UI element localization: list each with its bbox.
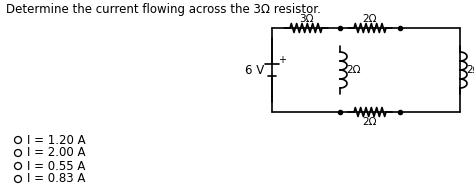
- Text: I = 2.00 A: I = 2.00 A: [27, 146, 85, 159]
- Text: 2Ω: 2Ω: [363, 14, 377, 24]
- Text: 6 V: 6 V: [246, 63, 264, 76]
- Text: 2Ω: 2Ω: [467, 65, 474, 75]
- Text: I = 1.20 A: I = 1.20 A: [27, 133, 86, 146]
- Text: I = 0.55 A: I = 0.55 A: [27, 159, 85, 172]
- Text: 3Ω: 3Ω: [299, 14, 313, 24]
- Text: Determine the current flowing across the 3Ω resistor.: Determine the current flowing across the…: [6, 3, 321, 16]
- Text: 2Ω: 2Ω: [363, 117, 377, 127]
- Text: +: +: [278, 55, 286, 65]
- Text: I = 0.83 A: I = 0.83 A: [27, 172, 85, 185]
- Text: 2Ω: 2Ω: [347, 65, 361, 75]
